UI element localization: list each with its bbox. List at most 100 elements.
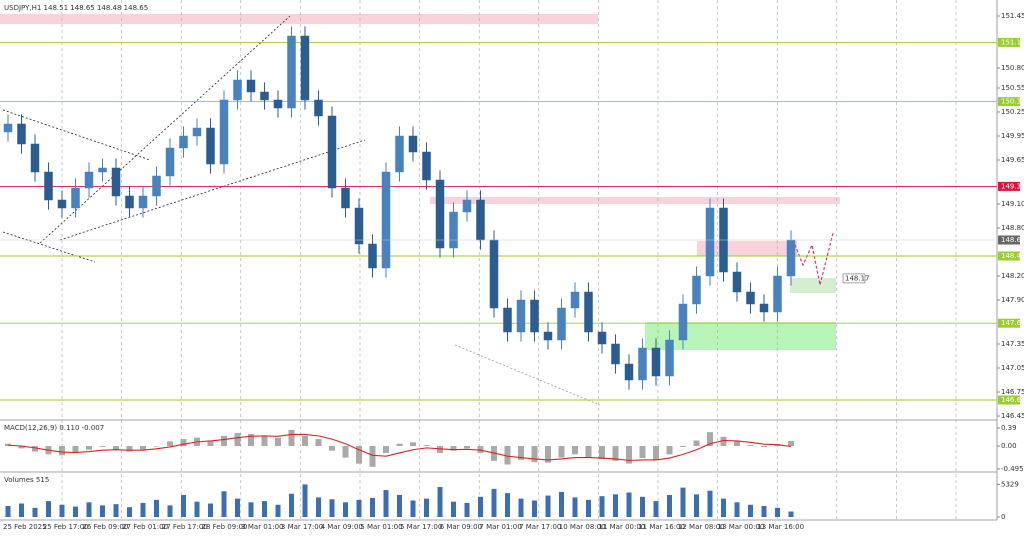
x-tick-label: 5 Mar 17:00 — [400, 523, 442, 531]
level-label: 150.38 — [1001, 98, 1024, 106]
y-tick-label: 0.00 — [1001, 442, 1017, 450]
volume-bar — [86, 502, 92, 517]
macd-title: MACD(12,26,9) 0.110 -0.007 — [4, 424, 104, 432]
macd-bar — [518, 446, 524, 460]
macd-bar — [113, 446, 119, 450]
volume-bar — [181, 494, 186, 517]
signal-line — [7, 433, 792, 461]
candle-body — [638, 347, 647, 381]
volume-bar — [140, 502, 146, 517]
y-tick-label: 146.45 — [1001, 412, 1024, 420]
macd-bar — [329, 446, 335, 451]
level-label-bg — [998, 37, 1020, 47]
candle-body — [489, 239, 499, 309]
candle-body — [786, 239, 796, 277]
support-zone — [645, 322, 836, 350]
level-label: 146.65 — [1001, 396, 1024, 404]
volume-bar — [154, 499, 159, 517]
macd-bar — [302, 435, 308, 447]
volume-bar — [721, 498, 726, 517]
candle-body — [543, 331, 553, 341]
y-tick-label: 147.05 — [1001, 364, 1024, 372]
candle-body — [570, 291, 580, 309]
candle-body — [314, 99, 323, 117]
y-tick-label: 0.39 — [1001, 424, 1017, 432]
y-tick-label: 149.65 — [1001, 156, 1024, 164]
volume-bar — [694, 494, 699, 517]
volume-bar — [208, 503, 213, 517]
macd-bar — [450, 446, 457, 451]
volume-bar — [397, 494, 402, 517]
macd-bar — [32, 446, 38, 452]
x-tick-label: 25 Feb 2025 — [3, 523, 47, 531]
candle-body — [503, 307, 512, 333]
volume-bar — [680, 487, 686, 517]
wedge-upper — [2, 109, 151, 161]
macd-bar — [396, 443, 403, 447]
candle-body — [597, 331, 607, 345]
macd-bar — [599, 446, 605, 459]
macd-bar — [5, 443, 11, 447]
macd-bar — [572, 446, 578, 455]
forecast-path — [792, 232, 834, 286]
candle-body — [179, 135, 188, 149]
macd-bar — [153, 446, 160, 447]
candle-body — [476, 199, 485, 241]
macd-bar — [207, 441, 214, 447]
candle-body — [98, 167, 107, 173]
macd-bar — [410, 442, 416, 447]
level-label: 148.45 — [1001, 252, 1024, 260]
macd-bar — [275, 437, 281, 447]
macd-bar — [369, 446, 376, 467]
volume-bar — [626, 492, 632, 517]
y-tick-label: 147.35 — [1001, 340, 1024, 348]
volume-bar — [113, 504, 119, 517]
volume-bar — [734, 502, 740, 517]
volume-bar — [613, 494, 618, 517]
x-tick-label: 7 Mar 01:00 — [479, 523, 521, 531]
volume-title: Volumes 515 — [4, 476, 49, 484]
x-tick-label: 25 Feb 17:00 — [43, 523, 89, 531]
macd-bar — [167, 441, 173, 447]
macd-bar — [504, 446, 511, 465]
candle-body — [584, 291, 593, 333]
volume-bar — [788, 511, 794, 517]
macd-bar — [59, 446, 65, 456]
resistance-zone — [0, 14, 598, 24]
volume-bar — [451, 501, 456, 517]
candle-body — [287, 35, 296, 109]
volume-bar — [221, 491, 227, 517]
y-tick-label: 150.25 — [1001, 108, 1024, 116]
volume-bar — [653, 501, 659, 517]
volume-bar — [640, 496, 645, 517]
macd-bar — [653, 446, 659, 460]
last-price-label: 148.65 — [1001, 236, 1024, 244]
macd-bar — [356, 446, 362, 464]
channel-upper — [39, 15, 291, 244]
volume-bar — [248, 502, 254, 517]
y-tick-label: 5329 — [1001, 480, 1019, 488]
candle-body — [773, 275, 782, 313]
macd-bar — [437, 446, 443, 453]
macd-bar — [86, 446, 92, 450]
volume-bar — [437, 487, 443, 517]
y-tick-label: 146.75 — [1001, 388, 1024, 396]
resistance-zone — [430, 197, 840, 204]
macd-bar — [234, 433, 241, 447]
y-tick-label: 149.95 — [1001, 132, 1024, 140]
volume-bar — [491, 488, 497, 517]
candle-body — [165, 147, 175, 177]
candle-body — [651, 347, 661, 377]
candle-body — [516, 299, 526, 333]
candle-body — [300, 35, 310, 101]
volume-bar — [383, 490, 389, 517]
candle-body — [206, 127, 215, 165]
candle-body — [57, 199, 67, 209]
candle-body — [111, 167, 121, 197]
last-price-bg — [998, 235, 1020, 245]
x-tick-label: 13 Mar 00:00 — [718, 523, 765, 531]
candle-body — [30, 143, 40, 173]
level-label-bg — [998, 318, 1020, 328]
volume-bar — [5, 505, 11, 517]
